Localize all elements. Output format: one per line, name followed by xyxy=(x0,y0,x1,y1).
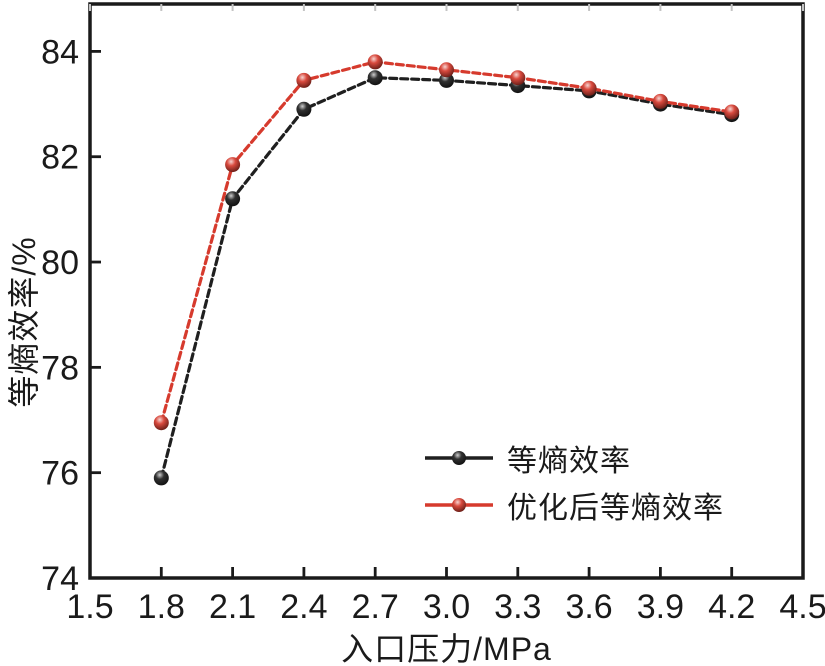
series-0 xyxy=(153,70,740,486)
y-tick-label: 80 xyxy=(41,244,79,282)
series-1 xyxy=(153,54,740,431)
data-point xyxy=(510,70,526,86)
series-line xyxy=(159,60,734,425)
x-tick-label: 3.3 xyxy=(494,588,541,626)
data-point xyxy=(367,70,383,86)
data-point xyxy=(296,72,312,88)
data-point xyxy=(724,104,740,120)
x-tick-label: 1.8 xyxy=(138,588,185,626)
data-point xyxy=(581,80,597,96)
legend-line-marker-icon xyxy=(425,450,493,465)
data-point xyxy=(153,415,169,431)
legend-label-optimized: 优化后等熵效率 xyxy=(507,491,724,525)
x-tick-label: 4.5 xyxy=(779,588,825,626)
y-tick-label: 84 xyxy=(41,33,79,71)
legend-label-isentropic: 等熵效率 xyxy=(507,444,631,478)
x-tick-label: 2.1 xyxy=(209,588,256,626)
legend-line-marker-icon xyxy=(425,497,493,512)
x-tick-label: 3.6 xyxy=(565,588,612,626)
data-point xyxy=(225,157,241,173)
y-tick-label: 78 xyxy=(41,349,79,387)
series-line xyxy=(159,76,734,480)
legend-item-optimized: 优化后等熵效率 xyxy=(424,481,724,528)
legend: 等熵效率 优化后等熵效率 xyxy=(424,434,724,528)
data-point xyxy=(225,191,241,207)
x-tick-label: 1.5 xyxy=(66,588,113,626)
y-tick-label: 74 xyxy=(41,560,79,598)
data-point xyxy=(296,101,312,117)
data-point xyxy=(367,54,383,70)
x-tick-label: 3.0 xyxy=(423,588,470,626)
y-tick-label: 76 xyxy=(41,455,79,493)
x-axis-title: 入口压力/MPa xyxy=(341,631,552,666)
y-axis-title: 等熵效率/% xyxy=(6,236,42,408)
x-tick-label: 2.4 xyxy=(280,588,327,626)
x-tick-label: 4.2 xyxy=(708,588,755,626)
legend-item-isentropic: 等熵效率 xyxy=(424,434,724,481)
data-point xyxy=(153,470,169,486)
data-point xyxy=(439,62,454,78)
data-point xyxy=(652,93,668,109)
data-point xyxy=(439,72,454,88)
x-tick-label: 3.9 xyxy=(637,588,684,626)
x-tick-label: 2.7 xyxy=(352,588,399,626)
y-tick-label: 82 xyxy=(41,139,79,177)
